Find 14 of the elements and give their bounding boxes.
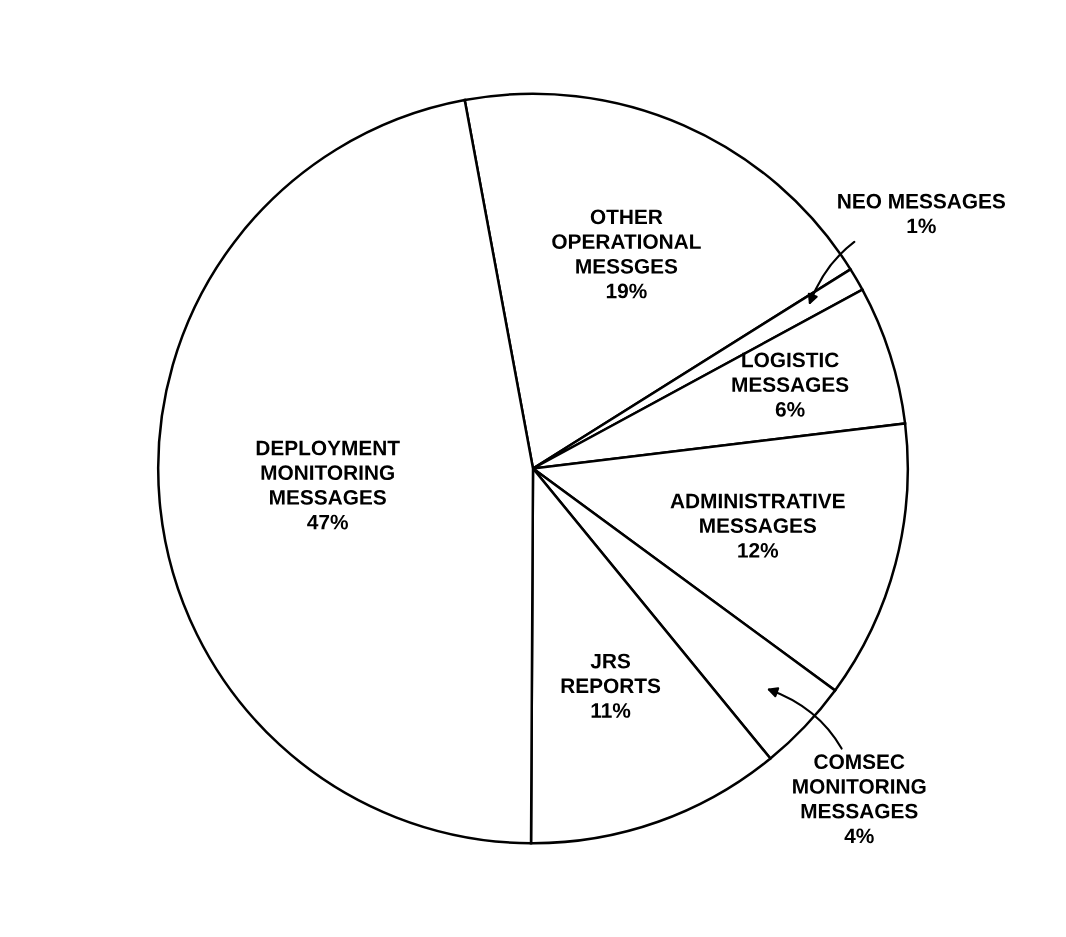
data-label: 11% <box>591 703 631 718</box>
slice-label: DEPLOYMENT MONITORING MESSAGES <box>256 440 400 505</box>
data-label: 19% <box>606 283 647 299</box>
slice-label: LOGISTIC MESSAGES <box>732 352 849 393</box>
data-label: 6% <box>775 402 805 417</box>
data-label: 47% <box>307 514 348 530</box>
data-label: 4% <box>844 828 874 844</box>
data-label: 12% <box>738 543 779 558</box>
slice-label: OTHER OPERATIONAL MESSGES <box>552 209 701 274</box>
slice-label: JRS REPORTS <box>561 653 661 694</box>
slice-label: COMSEC MONITORING MESSAGES <box>793 754 926 819</box>
slice-label: NEO MESSAGES <box>838 193 1006 209</box>
data-label: 1% <box>907 218 936 234</box>
slice-label: ADMINISTRATIVE MESSAGES <box>670 493 845 534</box>
